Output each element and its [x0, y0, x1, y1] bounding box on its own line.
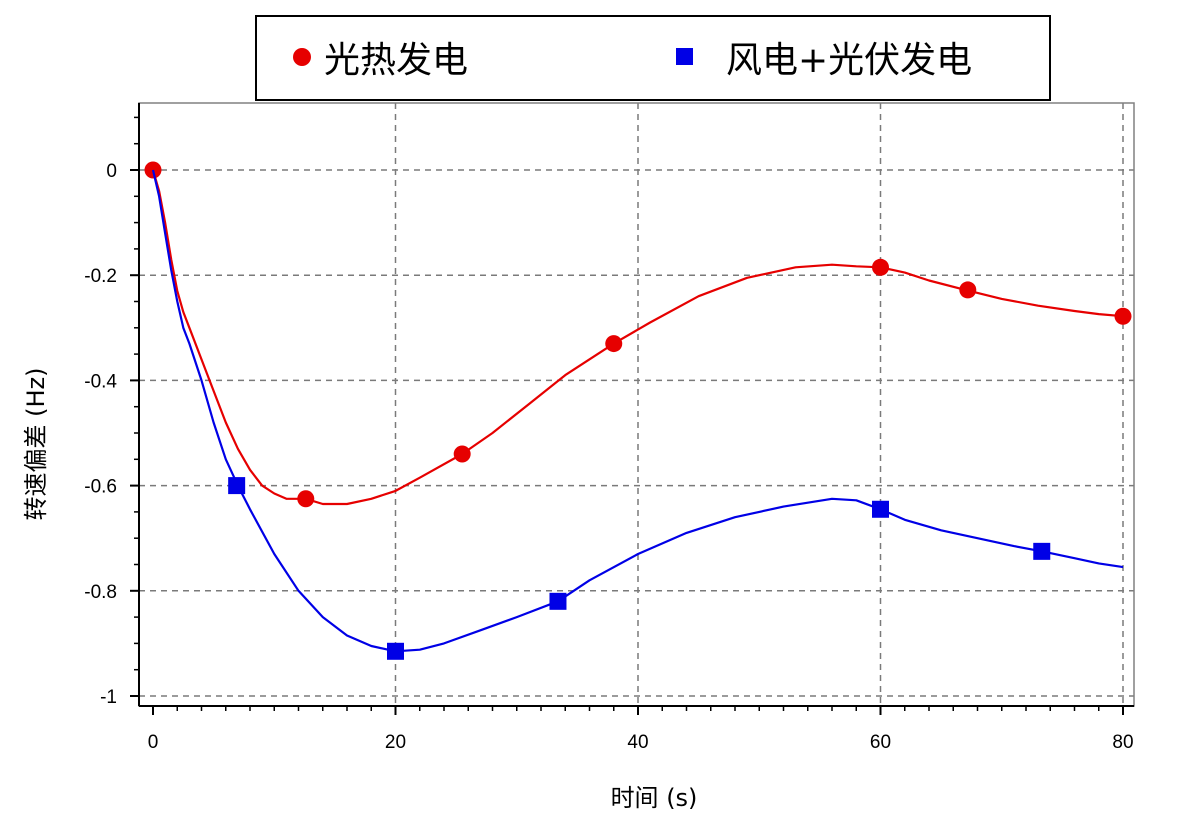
y-tick-label-2: -0.4 — [84, 371, 117, 392]
legend-marker-series-0 — [293, 48, 311, 66]
plot-area — [139, 103, 1134, 706]
x-axis-title: 时间 (s) — [611, 784, 698, 812]
series-0-point-2 — [453, 445, 471, 463]
y-tick-label-0: 0 — [106, 161, 117, 182]
series-0-point-1 — [297, 490, 315, 508]
series-1-point-3 — [872, 500, 889, 518]
y-tick-label-5: -1 — [100, 687, 117, 708]
y-axis-title: 转速偏差 (Hz) — [22, 368, 50, 521]
x-tick-label-3: 60 — [870, 732, 891, 753]
grid — [139, 103, 1134, 706]
legend-label-series-0: 光热发电 — [324, 40, 468, 81]
legend-box — [255, 15, 1051, 101]
series-layer — [144, 161, 1132, 660]
x-tick-label-2: 40 — [627, 732, 648, 753]
y-tick-label-1: -0.2 — [84, 266, 117, 287]
x-tick-label-4: 80 — [1112, 732, 1133, 753]
legend-marker-series-1 — [676, 48, 693, 65]
series-line-1 — [151, 169, 1124, 653]
series-0-point-6 — [1114, 307, 1132, 325]
series-line-0 — [151, 169, 1124, 506]
x-tick-label-1: 20 — [385, 732, 406, 753]
y-tick-label-4: -0.8 — [84, 582, 117, 603]
y-tick-label-3: -0.6 — [84, 477, 117, 498]
series-1-point-0 — [228, 477, 246, 495]
series-1-point-2 — [549, 592, 567, 610]
series-1-point-1 — [387, 642, 404, 660]
legend-label-series-1: 风电+光伏发电 — [726, 40, 972, 81]
ticks: 0 20 40 60 80 0 -0.2 -0.4 -0.6 -0.8 -1 — [84, 116, 1134, 753]
series-0-point-4 — [872, 258, 889, 276]
x-tick-label-0: 0 — [148, 732, 159, 753]
series-0-point-5 — [959, 281, 977, 299]
series-1-point-4 — [1033, 542, 1051, 560]
series-0-point-3 — [605, 335, 623, 353]
